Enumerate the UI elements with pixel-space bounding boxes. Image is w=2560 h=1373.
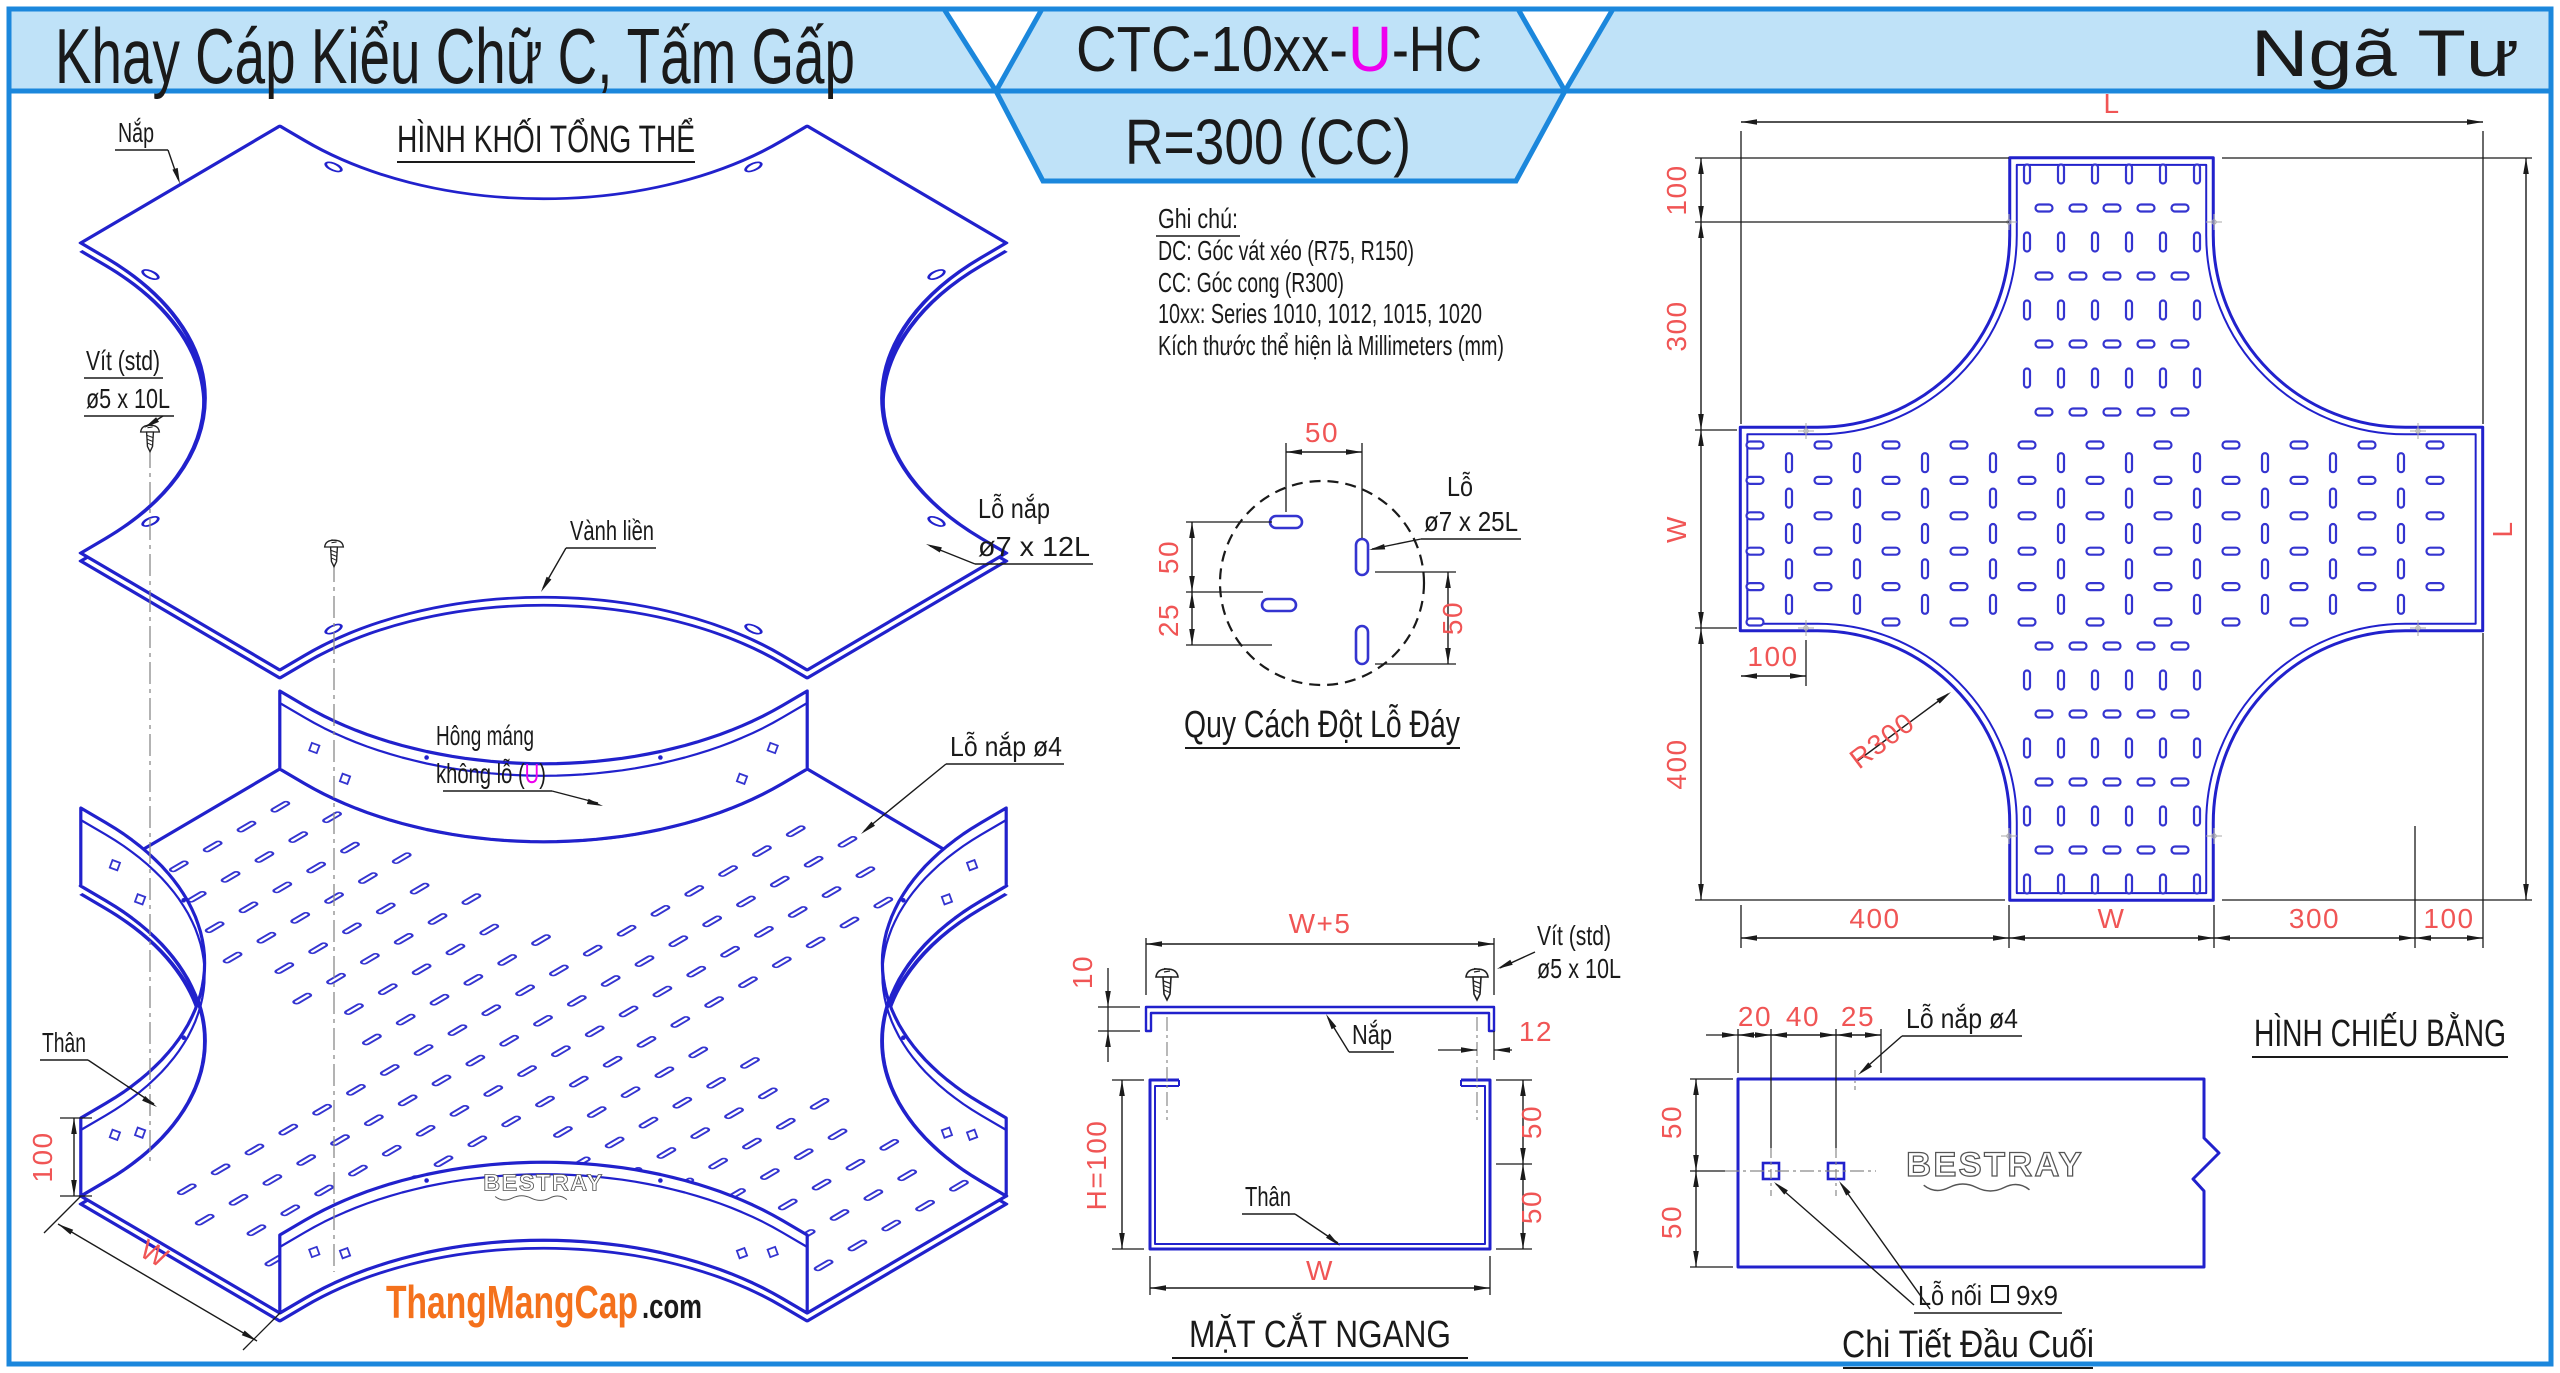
- svg-text:20: 20: [1738, 1001, 1772, 1032]
- svg-text:Lỗ: Lỗ: [1447, 471, 1473, 502]
- svg-text:HÌNH CHIẾU BẰNG: HÌNH CHIẾU BẰNG: [2254, 1011, 2506, 1055]
- svg-text:100: 100: [1661, 164, 1692, 215]
- svg-text:50: 50: [1437, 601, 1468, 635]
- svg-text:Lỗ nắp ø4: Lỗ nắp ø4: [950, 731, 1062, 762]
- svg-text:MẶT CẮT NGANG: MẶT CẮT NGANG: [1189, 1312, 1451, 1356]
- svg-text:Quy Cách Đột Lỗ Đáy: Quy Cách Đột Lỗ Đáy: [1184, 703, 1460, 746]
- svg-text:L: L: [2487, 520, 2518, 537]
- svg-text:ø7 x 12L: ø7 x 12L: [978, 531, 1090, 562]
- svg-text:25: 25: [1841, 1001, 1875, 1032]
- svg-text:12: 12: [1519, 1016, 1553, 1047]
- svg-text:.com: .com: [642, 1288, 702, 1326]
- svg-text:-HC: -HC: [1392, 13, 1482, 85]
- svg-text:Vít (std): Vít (std): [86, 345, 160, 376]
- svg-text:Thân: Thân: [1245, 1181, 1291, 1212]
- svg-text:300: 300: [2289, 903, 2340, 934]
- svg-text:không lỗ (U): không lỗ (U): [436, 758, 546, 789]
- svg-text:H=100: H=100: [1081, 1120, 1112, 1211]
- svg-text:400: 400: [1661, 738, 1692, 789]
- svg-text:DC: Góc vát xéo (R75, R150): DC: Góc vát xéo (R75, R150): [1158, 235, 1414, 266]
- svg-text:25: 25: [1153, 603, 1184, 637]
- svg-text:Ngã Tư: Ngã Tư: [2251, 16, 2519, 90]
- svg-text:Lỗ nắp ø4: Lỗ nắp ø4: [1906, 1003, 2018, 1034]
- svg-text:9x9: 9x9: [2016, 1280, 2058, 1311]
- svg-text:Kích thước thể hiện là Millime: Kích thước thể hiện là Millimeters (mm): [1158, 330, 1504, 361]
- svg-text:Thân: Thân: [42, 1027, 86, 1058]
- svg-text:Ghi chú:: Ghi chú:: [1158, 203, 1238, 234]
- svg-text:R=300 (CC): R=300 (CC): [1125, 106, 1411, 178]
- svg-text:400: 400: [1849, 903, 1900, 934]
- svg-text:ThangMangCap: ThangMangCap: [386, 1276, 638, 1328]
- svg-text:L: L: [2103, 88, 2120, 119]
- svg-text:10xx: Series 1010, 1012, 1015,: 10xx: Series 1010, 1012, 1015, 1020: [1158, 298, 1482, 329]
- svg-text:W+5: W+5: [1289, 908, 1352, 939]
- svg-text:BESTRAY: BESTRAY: [1906, 1146, 2084, 1184]
- svg-text:50: 50: [1656, 1105, 1687, 1139]
- svg-text:ø5 x 10L: ø5 x 10L: [1537, 953, 1621, 984]
- svg-text:50: 50: [1516, 1190, 1547, 1224]
- svg-text:50: 50: [1305, 417, 1339, 448]
- svg-text:Hông máng: Hông máng: [436, 720, 534, 751]
- svg-text:ø7 x 25L: ø7 x 25L: [1424, 506, 1518, 537]
- svg-text:W: W: [1661, 515, 1692, 543]
- svg-text:Vành liền: Vành liền: [570, 515, 654, 546]
- svg-text:HÌNH KHỐI TỔNG THỂ: HÌNH KHỐI TỔNG THỂ: [397, 116, 695, 161]
- svg-text:Nắp: Nắp: [118, 117, 154, 148]
- svg-text:40: 40: [1786, 1001, 1820, 1032]
- svg-text:BESTRAY: BESTRAY: [483, 1169, 604, 1195]
- svg-text:CC: Góc cong (R300): CC: Góc cong (R300): [1158, 267, 1344, 298]
- svg-text:Khay Cáp Kiểu Chữ C, Tấm Gấp: Khay Cáp Kiểu Chữ C, Tấm Gấp: [55, 12, 855, 100]
- svg-text:CTC-10xx-: CTC-10xx-: [1076, 13, 1348, 85]
- svg-text:ø5 x 10L: ø5 x 10L: [86, 383, 170, 414]
- svg-text:Lỗ nối: Lỗ nối: [1918, 1280, 1982, 1311]
- svg-text:100: 100: [27, 1131, 58, 1182]
- svg-text:10: 10: [1067, 955, 1098, 989]
- svg-text:100: 100: [1747, 641, 1798, 672]
- svg-text:100: 100: [2423, 903, 2474, 934]
- svg-text:300: 300: [1661, 300, 1692, 351]
- svg-text:Nắp: Nắp: [1352, 1019, 1392, 1050]
- svg-text:W: W: [1306, 1255, 1334, 1286]
- svg-text:Vít (std): Vít (std): [1537, 920, 1611, 951]
- svg-text:50: 50: [1656, 1205, 1687, 1239]
- svg-text:U: U: [1348, 13, 1392, 85]
- svg-text:50: 50: [1516, 1105, 1547, 1139]
- svg-text:Lỗ nắp: Lỗ nắp: [978, 493, 1050, 524]
- svg-text:Chi Tiết Đầu Cuối: Chi Tiết Đầu Cuối: [1842, 1324, 2094, 1366]
- svg-text:W: W: [2098, 903, 2126, 934]
- svg-text:50: 50: [1153, 540, 1184, 574]
